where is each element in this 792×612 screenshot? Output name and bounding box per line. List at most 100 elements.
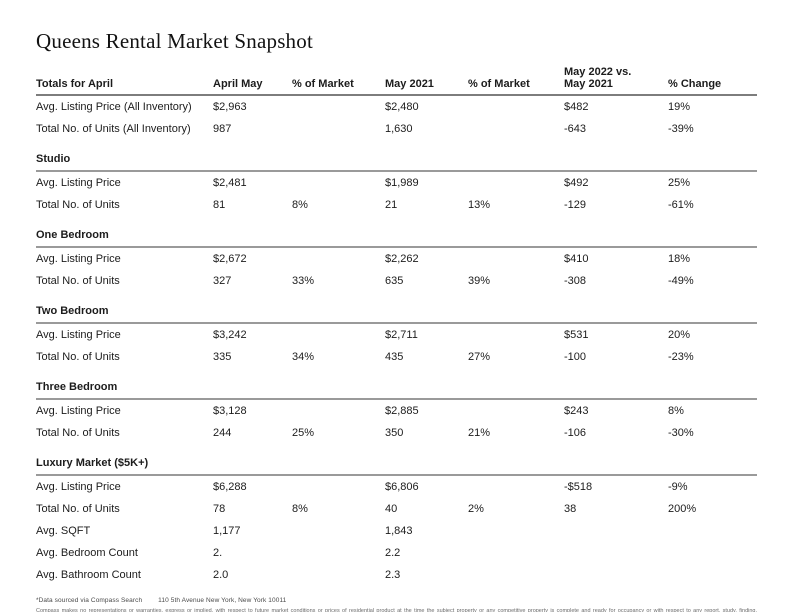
cell-april-may: 244 [213, 427, 232, 439]
cell-diff: -643 [564, 123, 587, 135]
cell-pct-market-may: 21% [468, 427, 491, 439]
table-row: Avg. Listing Price $6,288 $6,806 -$518 -… [36, 476, 757, 498]
cell-diff: -$518 [564, 481, 593, 493]
table-row: Avg. Listing Price $3,128 $2,885 $243 8% [36, 400, 757, 422]
cell-april-may: 2. [213, 547, 223, 559]
cell-may-2021: 435 [385, 351, 404, 363]
column-header-pct-change: % Change [668, 78, 722, 90]
cell-april-may: 987 [213, 123, 232, 135]
cell-may-2021: $1,989 [385, 177, 419, 189]
row-label: Avg. Listing Price [36, 329, 121, 341]
footnote-address: 110 5th Avenue New York, New York 10011 [158, 597, 287, 604]
cell-diff: -106 [564, 427, 587, 439]
cell-diff: -100 [564, 351, 587, 363]
page-title: Queens Rental Market Snapshot [36, 29, 313, 53]
cell-pct-market-may: 2% [468, 503, 484, 515]
cell-pct-change: 20% [668, 329, 691, 341]
cell-april-may: $2,963 [213, 101, 247, 113]
cell-april-may: 78 [213, 503, 226, 515]
footnote-source: *Data sourced via Compass Search [36, 597, 143, 604]
cell-may-2021: 2.3 [385, 569, 401, 581]
table-row: Avg. Listing Price $2,481 $1,989 $492 25… [36, 172, 757, 194]
cell-may-2021: 40 [385, 503, 398, 515]
cell-pct-change: 200% [668, 503, 697, 515]
cell-pct-market-april: 34% [292, 351, 315, 363]
cell-pct-market-april: 8% [292, 503, 308, 515]
cell-pct-change: -49% [668, 275, 694, 287]
cell-diff: -129 [564, 199, 587, 211]
column-header-pct-market-2: % of Market [468, 78, 530, 90]
cell-april-may: $2,672 [213, 253, 247, 265]
cell-diff: $410 [564, 253, 589, 265]
row-label: Avg. Bathroom Count [36, 569, 141, 581]
cell-pct-market-may: 27% [468, 351, 491, 363]
cell-may-2021: $2,711 [385, 329, 418, 341]
row-label: Total No. of Units [36, 275, 120, 287]
section-label-luxury-market: Luxury Market ($5K+) [36, 444, 757, 476]
cell-diff: $482 [564, 101, 589, 113]
row-label: Avg. SQFT [36, 525, 91, 537]
cell-pct-market-april: 8% [292, 199, 308, 211]
cell-may-2021: $2,480 [385, 101, 419, 113]
cell-april-may: $6,288 [213, 481, 247, 493]
table-row: Avg. Listing Price $2,672 $2,262 $410 18… [36, 248, 757, 270]
section-label-studio: Studio [36, 140, 757, 172]
cell-diff: -308 [564, 275, 587, 287]
section-label-two-bedroom: Two Bedroom [36, 292, 757, 324]
row-label: Total No. of Units [36, 427, 120, 439]
table-row: Total No. of Units 81 8% 21 13% -129 -61… [36, 194, 757, 216]
cell-pct-change: -9% [668, 481, 688, 493]
cell-april-may: 327 [213, 275, 232, 287]
row-label: Avg. Listing Price [36, 177, 121, 189]
row-label: Total No. of Units [36, 503, 120, 515]
row-label: Avg. Listing Price [36, 405, 121, 417]
table-row: Avg. Listing Price (All Inventory) $2,96… [36, 96, 757, 118]
row-label: Avg. Listing Price [36, 253, 121, 265]
cell-diff: $243 [564, 405, 589, 417]
table-header-row: Totals for April April May % of Market M… [36, 60, 757, 96]
table-row: Avg. Bedroom Count 2. 2.2 [36, 542, 757, 564]
section-label-one-bedroom: One Bedroom [36, 216, 757, 248]
legal-disclaimer: Compass makes no representations or warr… [36, 608, 757, 612]
column-header-totals: Totals for April [36, 78, 113, 90]
row-label: Total No. of Units (All Inventory) [36, 123, 191, 135]
table-row: Total No. of Units 335 34% 435 27% -100 … [36, 346, 757, 368]
table-row: Avg. Bathroom Count 2.0 2.3 [36, 564, 757, 586]
cell-april-may: $3,128 [213, 405, 247, 417]
cell-may-2021: 2.2 [385, 547, 401, 559]
cell-pct-market-april: 33% [292, 275, 315, 287]
cell-diff: $492 [564, 177, 589, 189]
cell-diff: 38 [564, 503, 577, 515]
cell-pct-change: 18% [668, 253, 691, 265]
cell-pct-change: 19% [668, 101, 691, 113]
cell-may-2021: $6,806 [385, 481, 419, 493]
cell-pct-market-may: 39% [468, 275, 491, 287]
cell-april-may: 335 [213, 351, 232, 363]
column-header-may-vs-may: May 2022 vs. May 2021 [564, 66, 632, 90]
row-label: Total No. of Units [36, 199, 120, 211]
data-source-footnote: *Data sourced via Compass Search 110 5th … [36, 597, 757, 604]
cell-pct-change: 25% [668, 177, 691, 189]
cell-april-may: 81 [213, 199, 226, 211]
cell-diff: $531 [564, 329, 589, 341]
table-row: Total No. of Units 78 8% 40 2% 38 200% [36, 498, 757, 520]
row-label: Avg. Bedroom Count [36, 547, 138, 559]
table-row: Total No. of Units 327 33% 635 39% -308 … [36, 270, 757, 292]
cell-may-2021: 1,843 [385, 525, 413, 537]
cell-may-2021: 635 [385, 275, 404, 287]
disclaimer-text-1: Compass makes no representations or warr… [36, 608, 757, 612]
section-label-three-bedroom: Three Bedroom [36, 368, 757, 400]
column-header-may-2021: May 2021 [385, 78, 434, 90]
cell-may-2021: 21 [385, 199, 398, 211]
table-row: Total No. of Units 244 25% 350 21% -106 … [36, 422, 757, 444]
cell-pct-change: 8% [668, 405, 684, 417]
column-header-april-may: April May [213, 78, 263, 90]
cell-pct-change: -23% [668, 351, 694, 363]
column-header-pct-market-1: % of Market [292, 78, 354, 90]
cell-may-2021: $2,262 [385, 253, 419, 265]
report-content: Queens Rental Market Snapshot Totals for… [36, 28, 757, 612]
cell-pct-change: -30% [668, 427, 694, 439]
cell-may-2021: 350 [385, 427, 404, 439]
cell-april-may: 2.0 [213, 569, 229, 581]
cell-april-may: $2,481 [213, 177, 247, 189]
